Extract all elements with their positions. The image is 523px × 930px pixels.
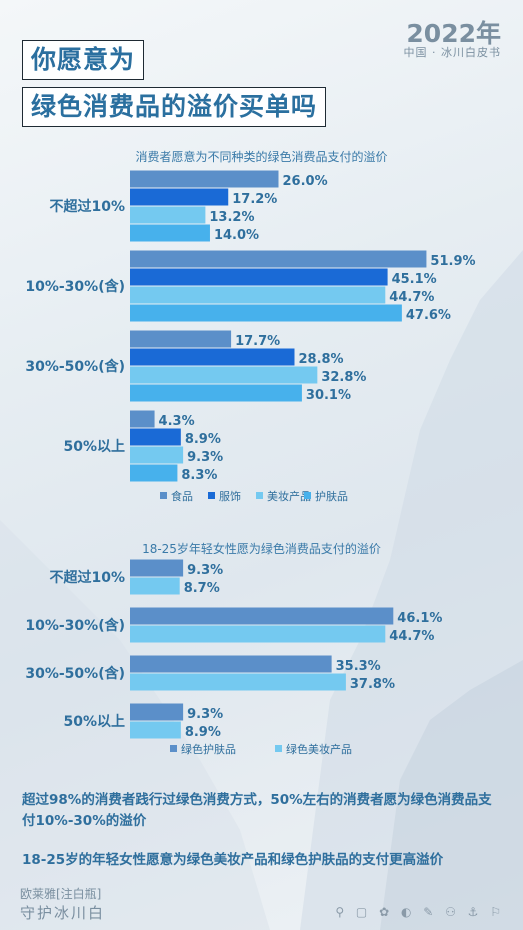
bar [130, 721, 181, 739]
data-label: 13.2% [209, 210, 254, 225]
bar [130, 206, 206, 224]
bar [130, 464, 178, 482]
bar [130, 330, 232, 348]
category-label: 10%-30%(含) [25, 278, 125, 295]
data-label: 35.3% [336, 659, 381, 674]
bar [130, 655, 332, 673]
bar [130, 625, 386, 643]
data-label: 14.0% [214, 228, 259, 243]
footer-eco-icons: ⚲ ▢ ✿ ◐ ✎ ⚇ ⚓ ⚐ [335, 905, 505, 919]
brand-slogan: 守护冰川白 [20, 904, 106, 922]
bar [130, 224, 210, 242]
legend-swatch [256, 492, 263, 499]
data-label: 8.9% [185, 725, 221, 740]
legend-swatch [170, 745, 177, 752]
page-title-line2: 绿色消费品的溢价买单吗 [22, 87, 327, 127]
brand-name: 欧莱雅[注白瓶] [20, 887, 102, 901]
bar [130, 410, 155, 428]
data-label: 8.7% [184, 581, 220, 596]
legend-swatch [275, 745, 282, 752]
legend-label: 食品 [171, 489, 193, 503]
legend-label: 服饰 [219, 489, 241, 503]
data-label: 44.7% [389, 290, 434, 305]
bar [130, 577, 180, 595]
bar [130, 170, 279, 188]
bar [130, 188, 229, 206]
bar [130, 286, 386, 304]
bar [130, 703, 184, 721]
legend-label: 绿色美妆产品 [286, 742, 352, 756]
bar [130, 304, 402, 322]
legend-label: 美妆产品 [267, 489, 311, 503]
report-subtitle: 中国 · 冰川白皮书 [403, 46, 501, 59]
data-label: 28.8% [298, 352, 343, 367]
bar [130, 384, 302, 402]
bar [130, 446, 184, 464]
data-label: 37.8% [350, 677, 395, 692]
bar [130, 673, 346, 691]
bar [130, 268, 388, 286]
category-label: 不超过10% [49, 198, 125, 215]
bar [130, 607, 394, 625]
data-label: 47.6% [406, 308, 451, 323]
data-label: 26.0% [283, 174, 328, 189]
legend-swatch [160, 492, 167, 499]
legend-label: 护肤品 [315, 489, 348, 503]
chart2-young-women-premium: 不超过10% 9.3% 8.7% 10%-30%(含) 46.1% 44.7% 30%-50… [25, 559, 442, 756]
finding-note-2: 18-25岁的年轻女性愿意为绿色美妆产品和绿色护肤品的支付更高溢价 [22, 852, 444, 868]
legend-label: 绿色护肤品 [181, 742, 236, 756]
bar [130, 559, 184, 577]
bar [130, 348, 295, 366]
category-label: 30%-50%(含) [25, 358, 125, 375]
data-label: 51.9% [430, 254, 475, 269]
data-label: 44.7% [389, 629, 434, 644]
bar [130, 428, 181, 446]
finding-note-1: 超过98%的消费者践行过绿色消费方式，50%左右的消费者愿为绿色消费品支付10%… [22, 792, 492, 829]
data-label: 17.7% [235, 334, 280, 349]
data-label: 30.1% [306, 388, 351, 403]
data-label: 17.2% [232, 192, 277, 207]
data-label: 4.3% [159, 414, 195, 429]
page-title-line1: 你愿意为 [22, 40, 145, 80]
report-year: 2022年 [406, 19, 501, 48]
category-label: 不超过10% [49, 569, 125, 586]
data-label: 8.3% [181, 468, 217, 483]
data-label: 9.3% [187, 563, 223, 578]
category-label: 50%以上 [63, 439, 125, 455]
data-label: 45.1% [392, 272, 437, 287]
legend-swatch [304, 492, 311, 499]
chart1-premium-by-category: 不超过10% 26.0% 17.2% 13.2% 14.0% 10%-30%(含) 51.9… [25, 170, 476, 503]
legend-swatch [208, 492, 215, 499]
bar [130, 250, 427, 268]
data-label: 9.3% [187, 707, 223, 722]
chart1-title: 消费者愿意为不同种类的绿色消费品支付的溢价 [135, 150, 388, 164]
category-label: 50%以上 [63, 714, 125, 730]
category-label: 10%-30%(含) [25, 617, 125, 634]
bar [130, 366, 318, 384]
category-label: 30%-50%(含) [25, 665, 125, 682]
data-label: 9.3% [187, 450, 223, 465]
data-label: 8.9% [185, 432, 221, 447]
data-label: 46.1% [397, 611, 442, 626]
data-label: 32.8% [321, 370, 366, 385]
chart2-title: 18-25岁年轻女性愿为绿色消费品支付的溢价 [142, 542, 381, 556]
